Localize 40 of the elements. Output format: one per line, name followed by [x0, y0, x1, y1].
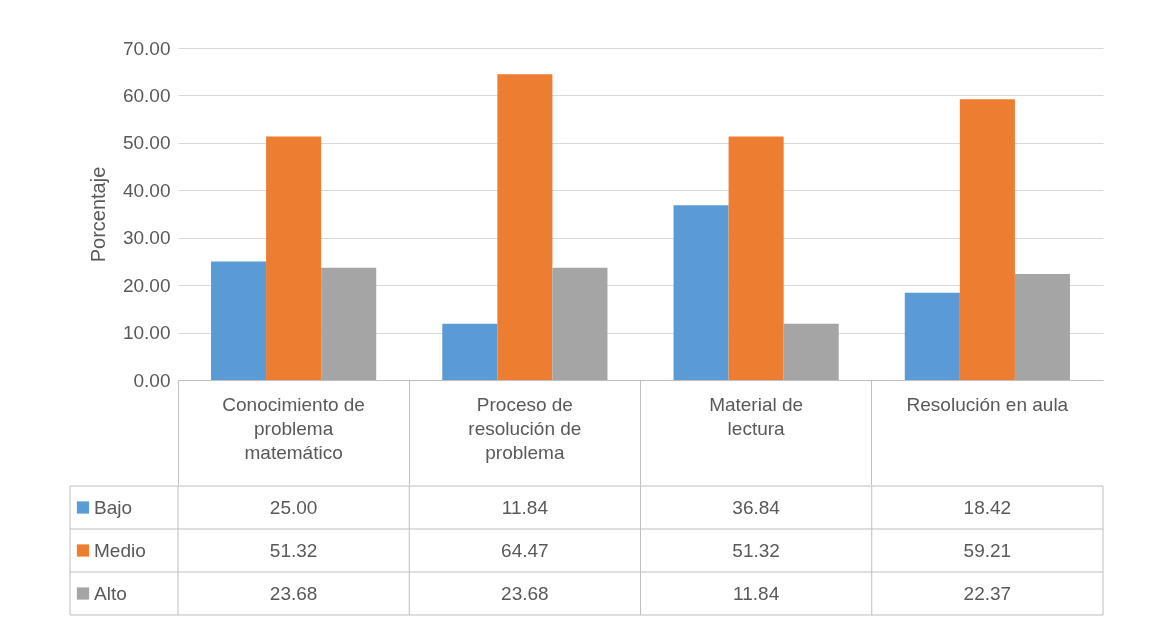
bar — [959, 99, 1015, 380]
data-label: 59.21 — [963, 539, 1012, 561]
x-tick-label: Resolución en aula — [906, 393, 1069, 415]
y-tick-label: 20.00 — [122, 274, 171, 296]
data-label: 18.42 — [963, 496, 1012, 518]
bar — [266, 136, 322, 380]
bar — [783, 323, 839, 380]
bar — [442, 323, 498, 380]
data-label: 11.84 — [501, 496, 549, 518]
legend-label: Bajo — [94, 496, 133, 518]
bar — [552, 267, 608, 380]
legend-label: Medio — [94, 539, 146, 561]
x-tick-label: Proceso de resolución de problema — [468, 393, 582, 463]
bar — [904, 292, 960, 380]
bar — [497, 74, 553, 380]
data-label: 22.37 — [963, 582, 1012, 604]
data-label: 51.32 — [732, 539, 780, 561]
bar — [728, 136, 784, 380]
data-label: 51.32 — [269, 539, 318, 561]
y-axis-title: Porcentaje — [86, 166, 109, 263]
bar — [1014, 273, 1070, 380]
data-label: 23.68 — [501, 582, 549, 604]
data-label: 64.47 — [501, 539, 549, 561]
x-tick-label: Conocimiento de problema matemático — [222, 393, 365, 463]
y-tick-label: 70.00 — [122, 37, 171, 59]
y-tick-label: 40.00 — [122, 179, 171, 201]
y-tick-label: 10.00 — [122, 322, 171, 344]
x-tick-label: Material de lectura — [709, 393, 804, 439]
data-label: 36.84 — [732, 496, 781, 518]
data-label: 23.68 — [269, 582, 318, 604]
legend-label: Alto — [94, 582, 127, 604]
data-label: 25.00 — [269, 496, 318, 518]
bar — [211, 261, 267, 380]
bar — [673, 205, 729, 380]
bar — [321, 267, 377, 380]
data-label: 11.84 — [733, 582, 780, 604]
y-tick-label: 60.00 — [122, 84, 171, 106]
y-tick-label: 50.00 — [122, 132, 171, 154]
y-tick-label: 0.00 — [133, 369, 171, 391]
y-tick-label: 30.00 — [122, 227, 171, 249]
